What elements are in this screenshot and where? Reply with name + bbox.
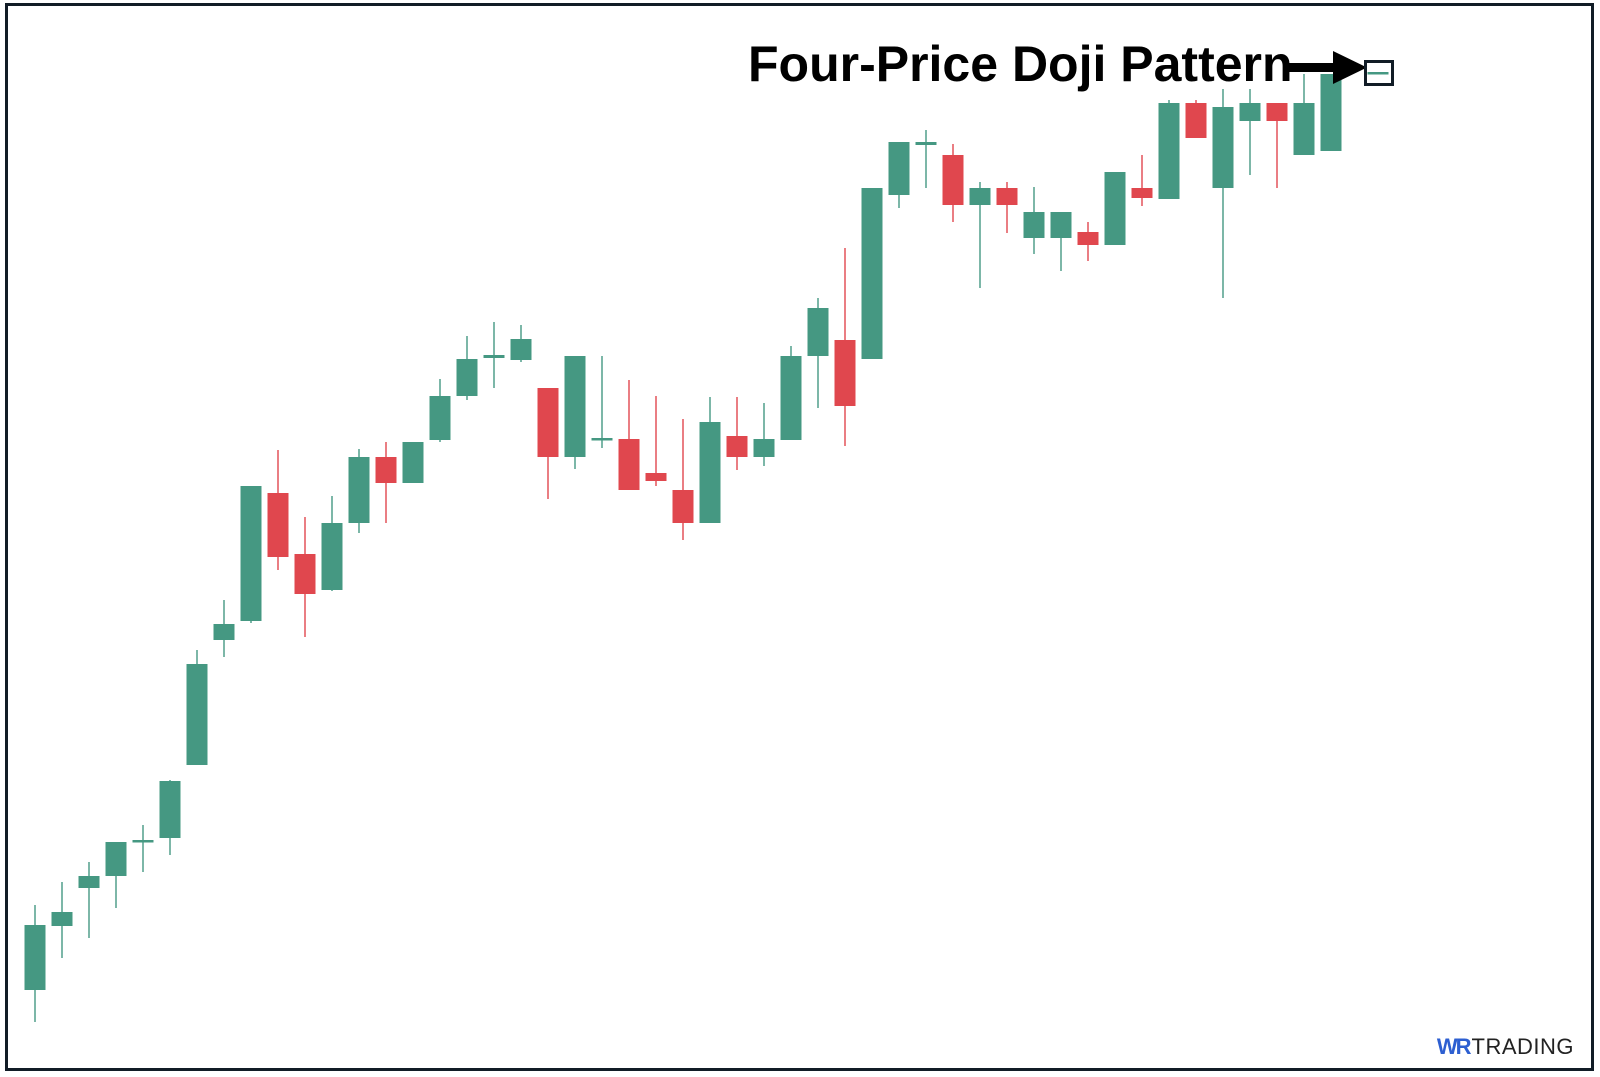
candle	[24, 905, 46, 1022]
candle	[1158, 100, 1180, 199]
candle	[213, 600, 235, 657]
candle	[321, 496, 343, 591]
candle	[834, 248, 856, 446]
candle	[105, 842, 127, 908]
logo-mark: WR	[1436, 1034, 1472, 1059]
candle	[348, 449, 370, 533]
candle	[402, 442, 424, 483]
candle	[1320, 74, 1342, 151]
candle	[132, 825, 154, 872]
candle	[915, 130, 937, 188]
candle	[645, 396, 667, 486]
candle	[942, 144, 964, 222]
logo-text: TRADING	[1471, 1034, 1574, 1059]
candle	[78, 862, 100, 938]
candle	[456, 336, 478, 400]
candle	[537, 388, 559, 499]
candle	[483, 322, 505, 388]
candle	[1185, 100, 1207, 138]
candle	[267, 450, 289, 570]
wr-trading-logo: WRTRADING	[1437, 1034, 1574, 1060]
candle	[753, 403, 775, 466]
candle	[969, 182, 991, 288]
candle	[591, 356, 613, 448]
candle	[807, 298, 829, 408]
doji-highlight-box	[1364, 60, 1394, 86]
candle	[996, 182, 1018, 233]
candle	[726, 397, 748, 470]
candle	[1077, 222, 1099, 261]
candle	[375, 442, 397, 523]
candle	[51, 882, 73, 958]
candle	[888, 142, 910, 208]
candle	[429, 379, 451, 442]
candle	[1050, 212, 1072, 271]
candle	[564, 356, 586, 469]
four-price-doji-candle	[1367, 72, 1389, 75]
candle	[294, 517, 316, 637]
candle	[672, 419, 694, 540]
candle	[240, 486, 262, 623]
pattern-annotation-title: Four-Price Doji Pattern	[748, 36, 1293, 92]
candle	[1293, 74, 1315, 155]
candle	[618, 380, 640, 490]
candle	[699, 397, 721, 523]
candle	[861, 188, 883, 359]
candle	[1266, 103, 1288, 188]
candle	[1104, 172, 1126, 245]
candle	[1239, 89, 1261, 175]
candle	[186, 650, 208, 765]
arrow-right-icon	[1287, 51, 1367, 84]
candle	[1131, 155, 1153, 206]
candle	[780, 346, 802, 440]
candle	[510, 325, 532, 362]
candle	[159, 780, 181, 855]
candle	[1023, 187, 1045, 254]
candle	[1212, 89, 1234, 298]
